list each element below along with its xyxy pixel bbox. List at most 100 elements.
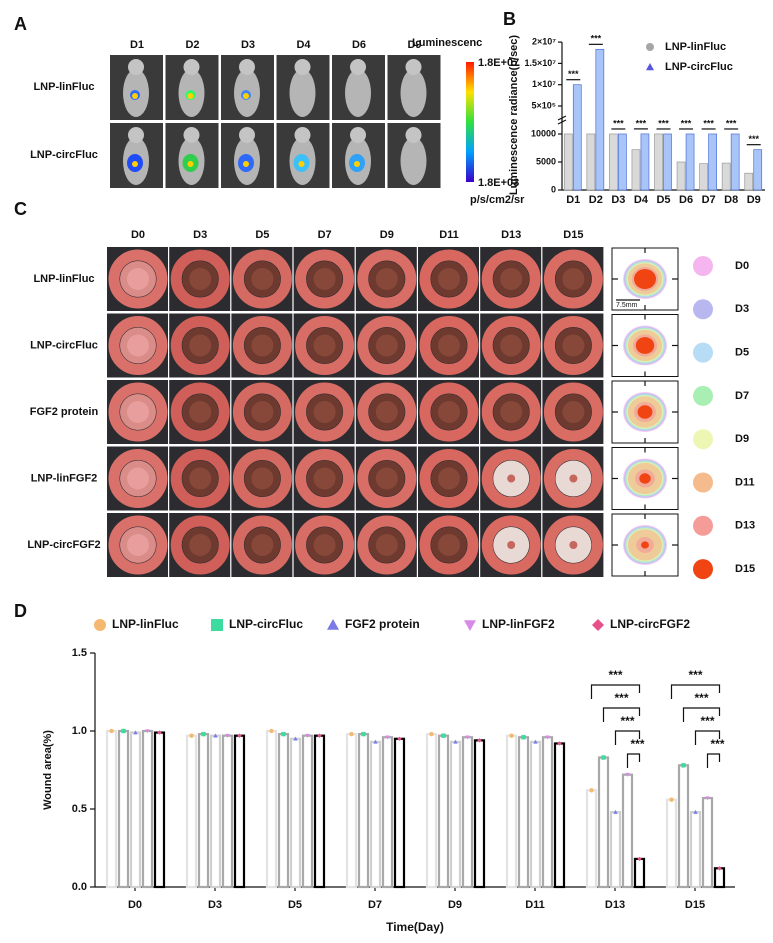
data-point [557,741,562,746]
group-label: FGF2 protein [30,406,99,418]
mouse-head [405,127,422,143]
significance: *** [591,34,602,44]
data-point [317,733,322,738]
x-tick-label: D15 [685,899,705,911]
significance: *** [726,118,737,128]
data-point [189,733,194,738]
legend-marker [592,619,604,631]
legend-marker [94,619,106,631]
legend-swatch [693,299,713,320]
y-tick-label: 0 [551,184,556,194]
data-point [509,733,514,738]
bar [633,857,646,889]
x-tick-label: D3 [611,194,625,206]
splint-ring [357,316,417,375]
bar [345,733,358,889]
legend-label: D0 [735,260,749,272]
bar [595,48,605,191]
significance: *** [608,668,622,682]
wound-core [375,401,398,423]
bar [708,133,717,191]
wound-core [127,334,149,357]
group-label: LNP-linFluc [33,273,94,285]
x-tick-label: D11 [525,899,545,911]
x-tick-label: D7 [368,899,382,911]
panel-label: C [14,199,27,219]
splint-ring [357,249,417,309]
wound-core [189,467,212,490]
wound-core [127,467,149,490]
splint-ring [543,316,603,375]
mouse-head [239,59,255,75]
bar [721,162,731,191]
wound-core [500,268,523,290]
day-label: D4 [296,39,311,51]
significance: *** [688,668,702,682]
bar [744,172,754,191]
group-label: LNP-circFluc [30,149,98,161]
bar [563,133,573,191]
mouse-head [294,59,311,75]
significance-bracket [706,753,721,768]
wound-core [313,268,336,290]
y-axis-label: Luminescence radiance(p/sec) [508,35,520,196]
wound-core [500,401,523,423]
x-axis-label: Time(Day) [386,920,444,934]
significance-bracket [694,730,721,745]
data-point [717,866,722,871]
y-tick-label: 1.5 [72,647,87,659]
y-tick-label: 10000 [531,128,556,138]
day-label: D15 [563,229,583,241]
splint-ring [232,515,292,575]
mouse-head [239,127,255,143]
bar [393,737,406,889]
bar [689,811,702,889]
wound-trace [639,473,651,484]
x-tick-label: D1 [566,194,580,206]
data-point [213,733,218,738]
significance: *** [694,691,708,705]
legend-swatch [693,256,713,276]
legend-swatch [693,385,713,406]
bar [654,133,663,191]
legend-label: LNP-circFluc [665,61,733,73]
x-tick-label: D5 [288,899,302,911]
wound-core [313,534,336,556]
bar [585,789,598,889]
day-label: D13 [501,229,521,241]
signal-core [354,161,360,167]
significance-bracket [682,707,721,722]
data-point [669,797,674,802]
color-scale [466,62,474,182]
legend-label: D5 [735,347,749,359]
data-point [237,733,242,738]
wound-core [569,541,578,549]
splint-ring [543,249,603,309]
bar [572,84,582,191]
bar [699,163,708,191]
axis-break [557,115,567,121]
splint-ring [419,249,479,309]
y-tick-label: 0.5 [72,803,87,815]
bar [713,867,726,889]
x-tick-label: D0 [128,899,142,911]
splint-ring [481,515,541,575]
significance-bracket [626,753,641,768]
data-point [693,809,698,814]
legend-swatch [693,342,713,363]
data-point [465,735,470,740]
x-tick-label: D3 [208,899,222,911]
scale-max: 1.8E+07 [478,57,519,69]
bar [677,764,690,889]
legend-label: LNP-linFluc [665,41,726,53]
legend-label: LNP-circFluc [229,617,303,631]
legend-swatch [693,472,713,493]
wound-core [438,467,460,490]
wound-core [375,467,398,490]
bar [529,740,542,889]
significance: *** [613,118,624,128]
mouse-body [400,69,427,117]
splint-ring [357,449,417,508]
data-point [121,728,126,734]
bar [117,729,130,889]
